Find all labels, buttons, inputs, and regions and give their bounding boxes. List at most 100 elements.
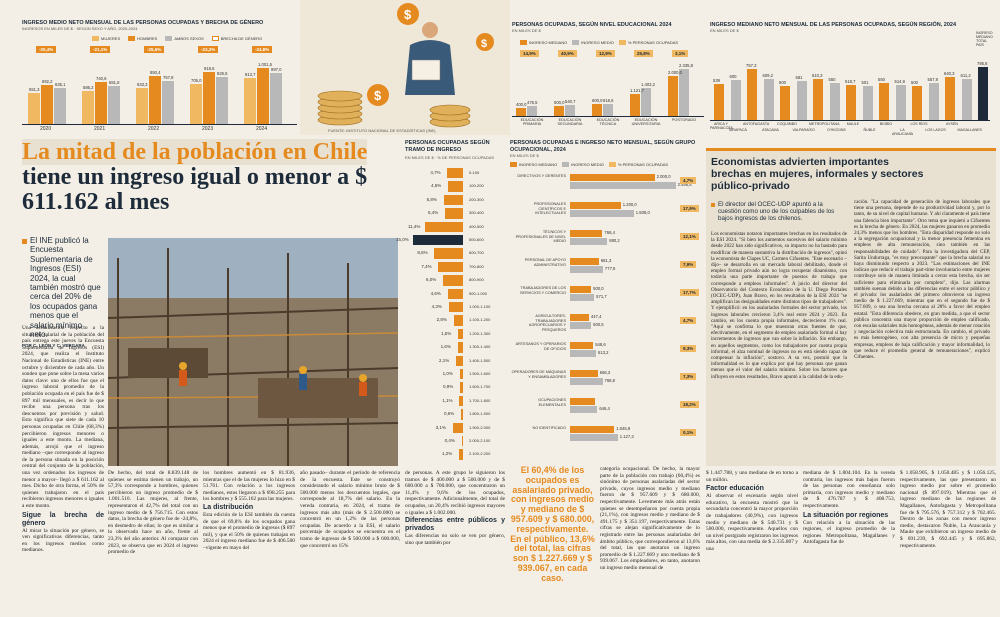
bar-region [780, 86, 790, 120]
data-label: 1.200,0 [622, 202, 637, 207]
gap-label: -21,1% [90, 46, 111, 53]
subhead: La situación por regiones [803, 511, 889, 519]
tick-label: 0-100 [469, 170, 480, 175]
bar-bracket [448, 302, 463, 313]
tick-label: 2021 [94, 126, 106, 132]
data-label: 501 [861, 80, 869, 86]
gap-label: -24,8% [252, 46, 273, 53]
tick-label: 1.400-1.500 [469, 357, 491, 363]
axis-line [710, 120, 990, 121]
data-label: 609,2 [762, 73, 773, 79]
bar-mean [570, 182, 676, 189]
data-label: 571,7 [596, 294, 607, 299]
tick-label: TÉCNICOS Y PROFESIONALES DE NIVEL MEDIO [515, 230, 566, 243]
tick-label: 1.200-1.300 [469, 330, 491, 336]
pct-label: 14,9% [520, 50, 539, 57]
tick-label: PROFESIONALES CIENTÍFICOS E INTELECTUALE… [533, 202, 566, 215]
bar-hombres [41, 84, 53, 124]
data-label: 4,7% [430, 170, 441, 175]
pct-label: 0,1% [680, 429, 697, 436]
bar-region [846, 85, 856, 120]
data-label: 550 [878, 77, 885, 83]
data-label: 656,3 [599, 370, 611, 375]
bar-ambos-sexos [216, 77, 228, 124]
data-label: 2,8% [436, 317, 447, 323]
bar-region [912, 86, 922, 120]
data-label: 500 [911, 80, 918, 86]
tick-label: METROPOLITANA [809, 122, 840, 126]
data-label: 646,4 [599, 406, 610, 411]
article-column-2: De hecho, del total de 8.839.148 de quie… [108, 470, 198, 556]
bar-bracket [459, 395, 463, 407]
tick-label: ÑUBLE [863, 128, 876, 132]
tick-label: EDUCACIÓN UNIVERSITARIA [631, 118, 661, 127]
chart-regions: INGRESO MEDIANO NETO MENSUAL DE LAS PERS… [710, 22, 995, 142]
tick-label: COQUIMBO [777, 122, 797, 126]
data-label: 400,0 [516, 102, 527, 107]
tick-label: EDUCACIÓN PRIMARIA [520, 118, 544, 127]
bar-bracket [447, 168, 463, 179]
data-label: 826,5 [217, 71, 228, 77]
chart-title: INGRESO MEDIO NETO MENSUAL DE LAS PERSON… [22, 20, 264, 26]
tick-label: OPERADORES DE MÁQUINAS Y ENSAMBLADORES [511, 370, 566, 379]
bar-median [570, 426, 615, 433]
data-label: 1,0% [442, 371, 453, 376]
pct-label: 4,7% [680, 177, 697, 184]
data-label: 600 [729, 73, 737, 79]
data-label: 540,7 [565, 99, 576, 105]
data-label: 586,2 [83, 84, 94, 90]
data-label: 5,8% [426, 196, 437, 202]
data-label: 4,3% [431, 304, 442, 309]
bar-mean [603, 103, 613, 116]
bar-mujeres [244, 78, 256, 124]
tick-label: EDUCACIÓN SECUNDARIA [557, 118, 583, 127]
data-label: 681,8 [109, 79, 120, 85]
data-label: 757,3 [746, 63, 757, 69]
bar-region [961, 79, 972, 120]
bar-ambos-sexos [162, 81, 174, 124]
bar-mujeres [136, 88, 148, 124]
bar-bracket [443, 275, 463, 286]
bar-region [796, 81, 807, 120]
chart-legend: MUJERES HOMBRES AMBOS SEXOS BRECHA DE GÉ… [92, 36, 262, 42]
bar-bracket [425, 221, 463, 232]
data-label: 757,8 [163, 75, 174, 81]
data-label: 692,2 [42, 78, 53, 84]
tick-label: 1.100-1.200 [469, 317, 491, 323]
bar-median [570, 230, 603, 237]
bar-median [570, 342, 594, 349]
tick-label: BIOBÍO [879, 122, 893, 126]
data-label: 2.000,0 [668, 70, 682, 75]
data-label: 11,4% [408, 223, 421, 229]
bar-bracket [443, 194, 463, 206]
tick-label: EDUCACIÓN TÉCNICA [596, 118, 620, 127]
tick-label: ANTOFAGASTA [743, 122, 770, 126]
tick-label: 800-900 [469, 277, 484, 283]
bar-region [747, 69, 757, 120]
tick-label: O'HIGGINS [827, 128, 846, 132]
data-label: 681,3 [600, 258, 612, 263]
tick-label: 1.600-1.700 [469, 384, 491, 390]
data-label: 1,1% [442, 397, 453, 403]
chart-title: INGRESO MEDIANO NETO MENSUAL DE LAS PERS… [710, 22, 957, 28]
article-column-5: de personas. A este grupo le siguieron l… [405, 470, 505, 546]
data-label: 500,0 [593, 286, 604, 291]
data-label: 705,0 [191, 78, 202, 84]
tick-label: 1.700-1.800 [469, 397, 491, 403]
tick-label: 700-800 [469, 263, 484, 269]
data-label: 2.335,8 [679, 63, 693, 69]
tick-label: 1.000-1.100 [469, 304, 491, 309]
data-label: 1.508,0 [635, 210, 650, 215]
bar-median [570, 370, 598, 377]
tick-label: OCUPACIONES ELEMENTALES [538, 398, 566, 407]
bar-region [928, 82, 939, 120]
data-label: 2.000,0 [656, 174, 671, 179]
data-label: 795,6 [977, 60, 988, 66]
bar-mujeres [28, 92, 40, 124]
tick-label: TARAPACÁ [728, 128, 747, 132]
tick-label: MAGALLANES [957, 128, 982, 132]
tick-label: 2020 [40, 126, 52, 132]
pct-label: 12,9% [596, 50, 615, 57]
subhead: Diferencias entre públicos y privados [405, 517, 505, 533]
legend-brecha: BRECHA DE GÉNERO [211, 36, 262, 42]
